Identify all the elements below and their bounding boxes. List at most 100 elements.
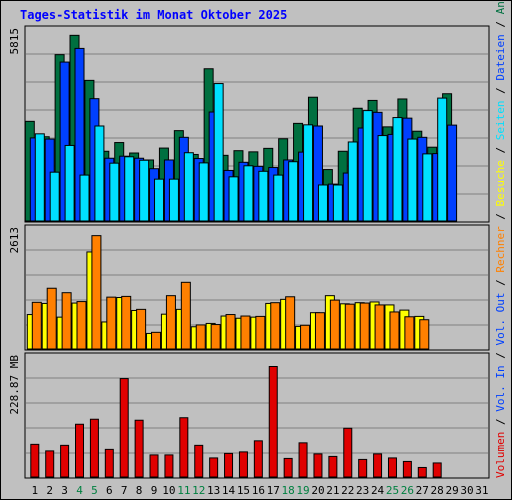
bar-seiten-day-10 [168, 178, 179, 222]
bar-rechner-day-24 [374, 304, 385, 350]
bar-rechner-day-7 [121, 295, 132, 350]
bar-rechner-day-8 [136, 308, 147, 350]
x-tick-label: 29 [445, 484, 458, 497]
bar-volumen-day-21 [328, 455, 338, 478]
bar-rechner-day-11 [180, 281, 191, 350]
bar-volumen-day-17 [268, 366, 278, 478]
bar-volumen-day-9 [149, 454, 159, 478]
bar-volumen-day-6 [104, 448, 114, 478]
x-tick-label: 23 [356, 484, 369, 497]
bar-volumen-day-13 [209, 457, 219, 478]
bar-volumen-day-18 [283, 457, 293, 478]
bar-volumen-day-2 [45, 450, 55, 478]
bar-volumen-day-28 [432, 462, 442, 478]
x-tick-label: 5 [91, 484, 98, 497]
bar-seiten-day-5 [94, 125, 105, 222]
x-tick-label: 2 [46, 484, 53, 497]
x-tick-label: 12 [192, 484, 205, 497]
x-tick-label: 22 [341, 484, 354, 497]
bar-rechner-day-13 [210, 324, 221, 350]
x-tick-label: 11 [177, 484, 190, 497]
bar-volumen-day-22 [343, 427, 353, 478]
panel-max-label: 5815 [8, 28, 21, 55]
bar-rechner-day-27 [419, 319, 430, 350]
bar-seiten-day-4 [79, 174, 90, 222]
bar-seiten-day-25 [392, 117, 403, 222]
panel-hits: 5815 [8, 25, 490, 223]
chart-title: Tages-Statistik im Monat Oktober 2025 [20, 8, 287, 22]
x-tick-label: 28 [431, 484, 444, 497]
legend-entry: / [494, 81, 507, 101]
bar-seiten-day-15 [243, 165, 254, 222]
legend-entry: / [494, 140, 507, 160]
bar-volumen-day-20 [313, 453, 323, 478]
x-tick-label: 1 [31, 484, 38, 497]
bar-rechner-day-19 [300, 324, 311, 350]
bar-rechner-day-23 [359, 302, 370, 350]
bar-rechner-day-5 [91, 235, 102, 350]
x-tick-label: 13 [207, 484, 220, 497]
legend-entry: / [494, 412, 507, 432]
bar-volumen-day-15 [238, 451, 248, 478]
bar-rechner-day-26 [404, 316, 415, 350]
bar-rechner-day-15 [240, 315, 251, 350]
bar-seiten-day-17 [273, 174, 284, 222]
bar-seiten-day-1 [34, 133, 45, 222]
x-tick-labels: 1 2 3 4 5 6 7 8 9 10 11 12 13 14 15 16 17 18 19 20 21 22 23 24 2… [31, 484, 488, 497]
x-tick-label: 17 [267, 484, 280, 497]
bar-seiten-day-13 [213, 83, 224, 222]
bar-rechner-day-4 [76, 301, 87, 350]
bar-dateien-day-29 [447, 124, 458, 222]
x-tick-label: 27 [416, 484, 429, 497]
bar-seiten-day-7 [124, 156, 135, 222]
x-tick-label: 30 [460, 484, 473, 497]
bar-seiten-day-20 [317, 184, 328, 222]
x-tick-label: 10 [162, 484, 175, 497]
legend-entry: / [494, 346, 507, 366]
x-tick-label: 19 [296, 484, 309, 497]
x-tick-label: 4 [76, 484, 83, 497]
bar-rechner-day-3 [61, 292, 72, 350]
bar-volumen-day-19 [298, 442, 308, 478]
bar-seiten-day-22 [347, 141, 358, 222]
bar-seiten-day-3 [64, 144, 75, 222]
bar-volumen-day-4 [75, 423, 85, 478]
x-tick-label: 6 [106, 484, 113, 497]
bar-seiten-day-6 [109, 162, 120, 222]
bar-seiten-day-28 [437, 97, 448, 222]
legend-entry: Anfragen [494, 0, 507, 14]
bar-volumen-day-7 [119, 378, 129, 478]
bar-seiten-day-23 [362, 110, 373, 222]
bar-rechner-day-20 [314, 312, 325, 350]
panel-max-label: 2613 [8, 227, 21, 254]
legend-entry: Vol. Out [494, 293, 507, 346]
x-tick-label: 21 [326, 484, 339, 497]
x-tick-label: 26 [401, 484, 414, 497]
x-tick-label: 14 [222, 484, 236, 497]
bar-volumen-day-12 [194, 444, 204, 478]
x-tick-label: 31 [475, 484, 488, 497]
x-tick-label: 8 [136, 484, 143, 497]
x-tick-label: 18 [282, 484, 295, 497]
x-tick-label: 25 [386, 484, 399, 497]
x-tick-label: 15 [237, 484, 250, 497]
bar-seiten-day-26 [407, 138, 418, 222]
bar-seiten-day-9 [154, 178, 165, 222]
bar-volumen-day-8 [134, 419, 144, 478]
legend-entry: / [494, 273, 507, 293]
legend-entry: Volumen [494, 432, 507, 478]
bar-seiten-day-14 [228, 176, 239, 222]
legend-entry: / [494, 206, 507, 226]
chart-panels: 5815 2613 228.87 MB [8, 25, 490, 479]
legend-entry: / [494, 14, 507, 34]
bar-seiten-day-11 [183, 152, 194, 222]
legend-entry: Rechner [494, 226, 507, 273]
bar-volumen-day-3 [60, 444, 70, 478]
bar-seiten-day-2 [49, 171, 60, 222]
panel-volume: 228.87 MB [8, 352, 490, 479]
bar-volumen-day-5 [89, 418, 99, 478]
legend-entry: Vol. In [494, 365, 507, 411]
bar-seiten-day-27 [422, 153, 433, 222]
x-tick-label: 16 [252, 484, 265, 497]
bar-rechner-day-17 [270, 302, 281, 350]
